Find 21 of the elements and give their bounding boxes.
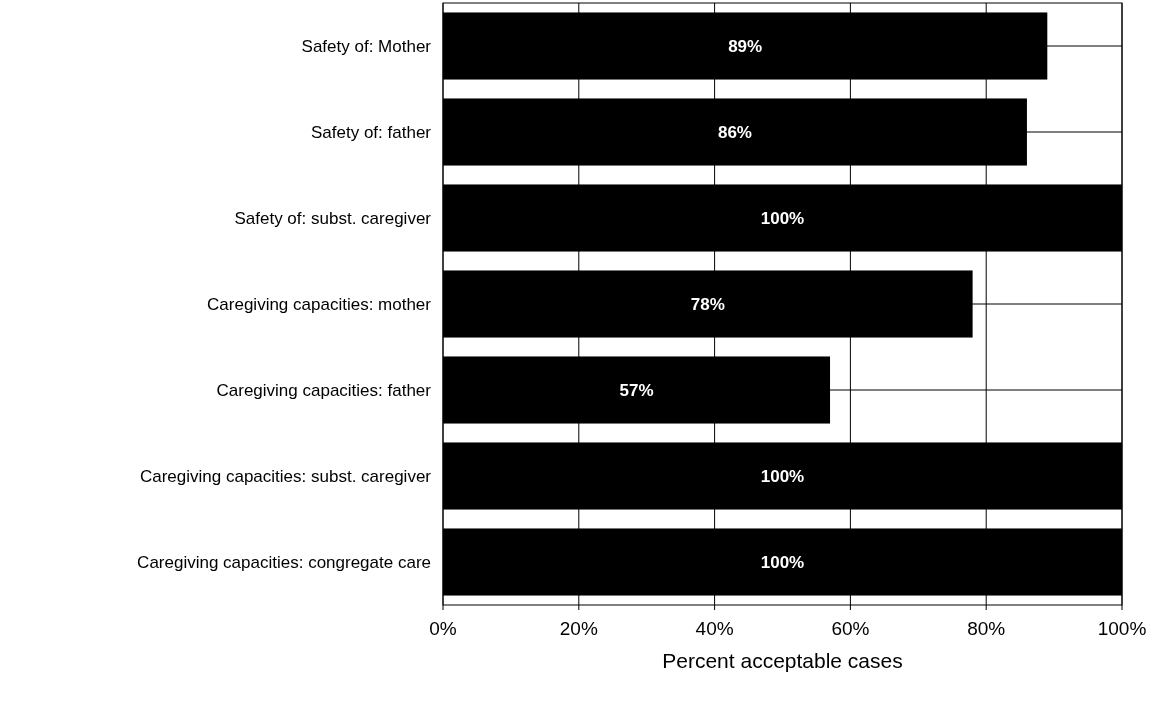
- data-label: 78%: [690, 295, 725, 314]
- data-label: 100%: [760, 553, 805, 572]
- y-tick-label: Caregiving capacities: congregate care: [137, 553, 431, 572]
- data-label: 86%: [717, 123, 752, 142]
- x-tick-label: 60%: [831, 618, 870, 639]
- y-tick-label: Safety of: subst. caregiver: [234, 209, 432, 228]
- x-tick-label: 20%: [559, 618, 598, 639]
- x-tick-label: 100%: [1097, 618, 1147, 639]
- data-label: 100%: [760, 467, 805, 486]
- x-tick-label: 80%: [967, 618, 1006, 639]
- y-tick-label: Caregiving capacities: mother: [207, 295, 432, 314]
- data-label: 100%: [760, 209, 805, 228]
- data-label: 57%: [619, 381, 654, 400]
- x-axis-title: Percent acceptable cases: [662, 649, 903, 672]
- x-tick-label: 0%: [429, 618, 457, 639]
- x-tick-label: 40%: [695, 618, 734, 639]
- y-tick-label: Safety of: Mother: [301, 37, 432, 56]
- y-tick-label: Caregiving capacities: subst. caregiver: [139, 467, 432, 486]
- y-tick-label: Safety of: father: [310, 123, 432, 142]
- y-tick-label: Caregiving capacities: father: [216, 381, 432, 400]
- data-label: 89%: [728, 37, 763, 56]
